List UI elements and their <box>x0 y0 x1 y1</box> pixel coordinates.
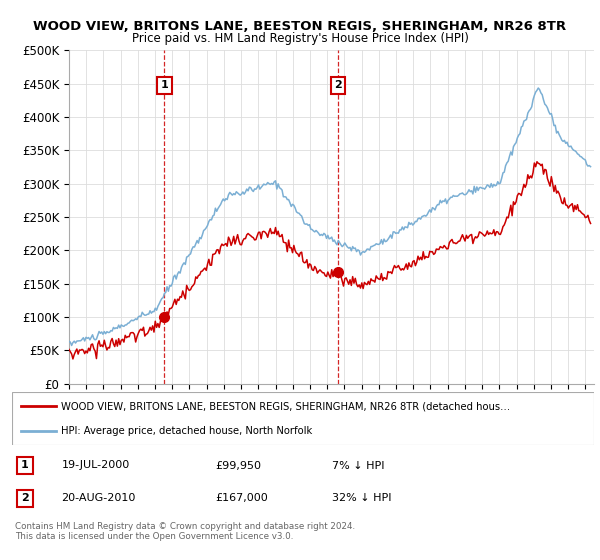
Text: 2: 2 <box>21 493 29 503</box>
Text: 32% ↓ HPI: 32% ↓ HPI <box>332 493 392 503</box>
Text: £99,950: £99,950 <box>216 460 262 470</box>
Text: WOOD VIEW, BRITONS LANE, BEESTON REGIS, SHERINGHAM, NR26 8TR (detached hous…: WOOD VIEW, BRITONS LANE, BEESTON REGIS, … <box>61 402 511 412</box>
Text: 7% ↓ HPI: 7% ↓ HPI <box>332 460 385 470</box>
Text: 2: 2 <box>334 81 342 90</box>
Text: 20-AUG-2010: 20-AUG-2010 <box>61 493 136 503</box>
Text: £167,000: £167,000 <box>216 493 268 503</box>
FancyBboxPatch shape <box>12 392 594 445</box>
Text: WOOD VIEW, BRITONS LANE, BEESTON REGIS, SHERINGHAM, NR26 8TR: WOOD VIEW, BRITONS LANE, BEESTON REGIS, … <box>34 20 566 32</box>
Text: Contains HM Land Registry data © Crown copyright and database right 2024.
This d: Contains HM Land Registry data © Crown c… <box>15 522 355 542</box>
Text: 1: 1 <box>21 460 29 470</box>
Text: 19-JUL-2000: 19-JUL-2000 <box>61 460 130 470</box>
Text: 1: 1 <box>160 81 168 90</box>
Text: Price paid vs. HM Land Registry's House Price Index (HPI): Price paid vs. HM Land Registry's House … <box>131 32 469 45</box>
Text: HPI: Average price, detached house, North Norfolk: HPI: Average price, detached house, Nort… <box>61 426 313 436</box>
